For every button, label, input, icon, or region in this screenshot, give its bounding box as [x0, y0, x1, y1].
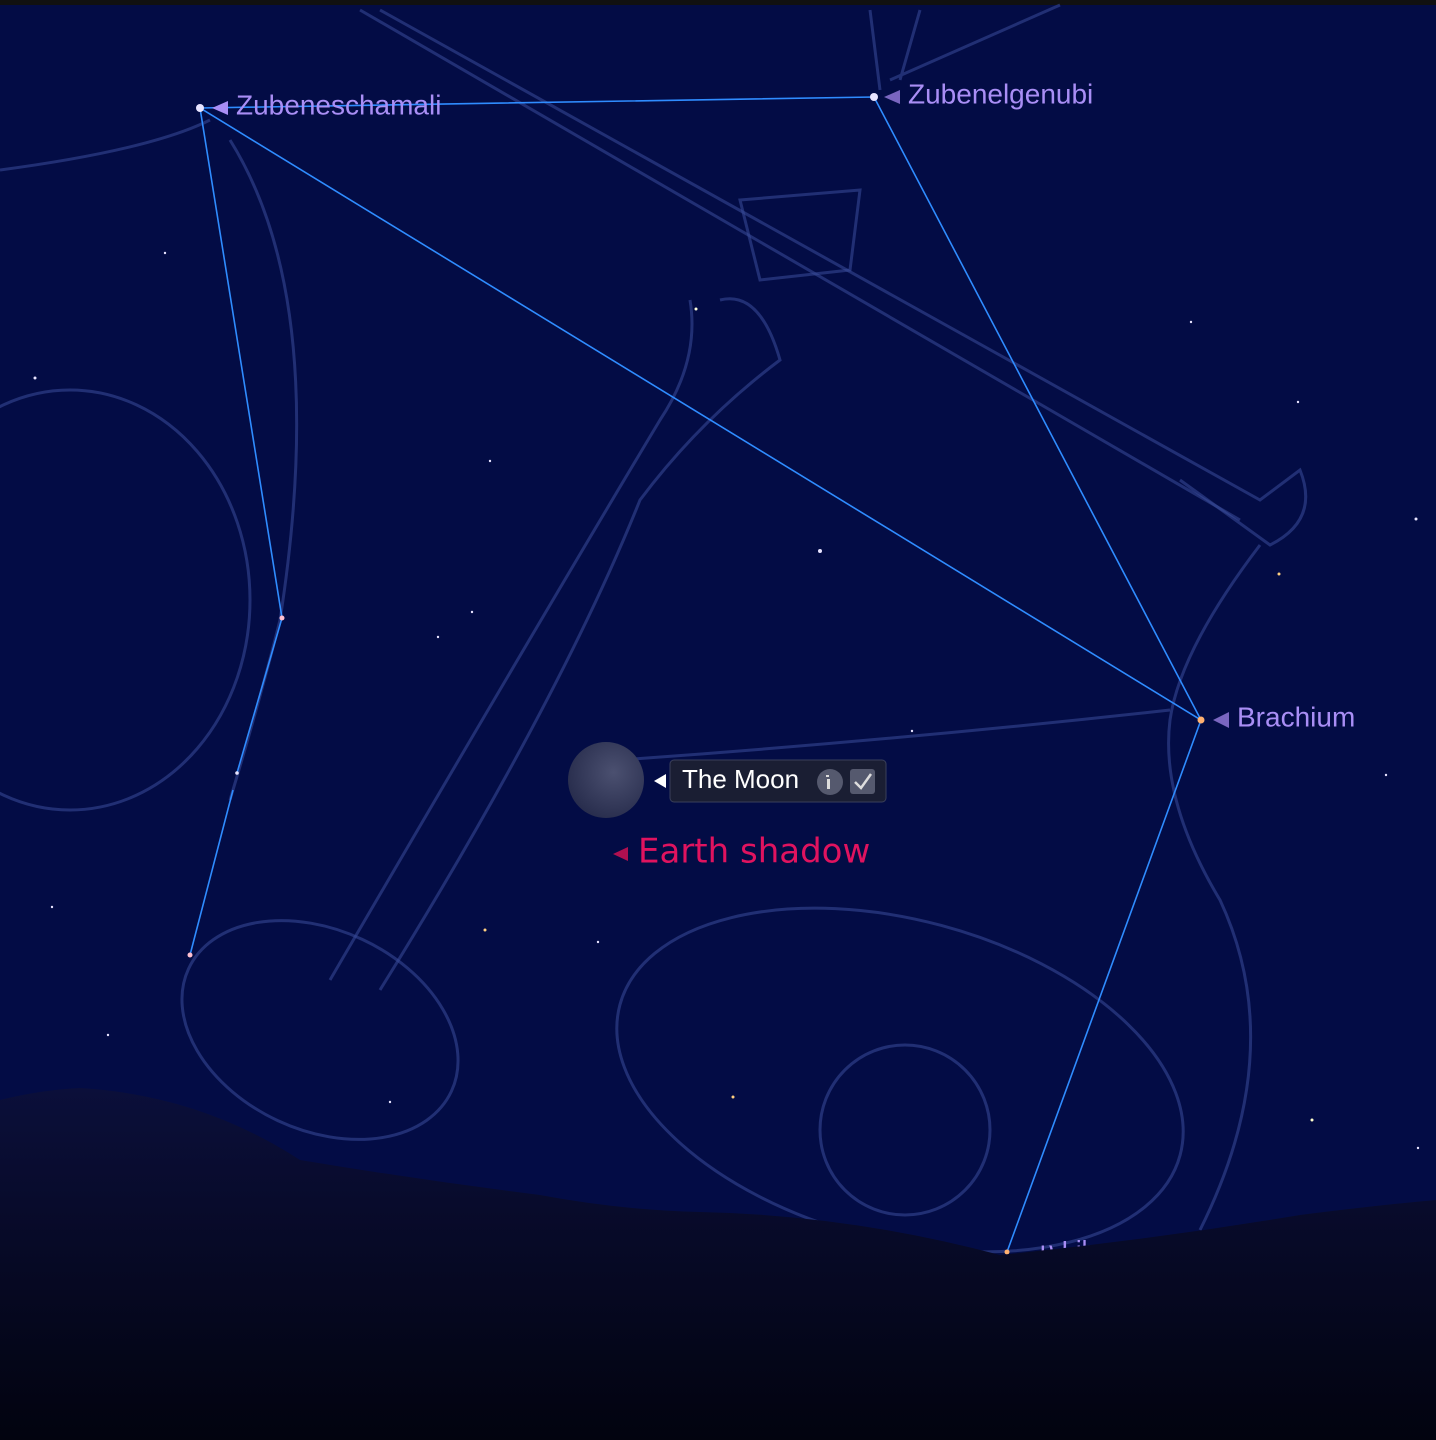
moon[interactable]	[568, 742, 644, 818]
star	[1189, 320, 1193, 324]
info-icon	[826, 775, 829, 777]
star	[388, 1100, 392, 1104]
top-bar	[0, 0, 1436, 5]
info-icon	[827, 779, 830, 789]
shadow-label[interactable]: Earth shadow	[638, 832, 870, 872]
star	[1004, 1249, 1010, 1255]
moon-label: The Moon	[682, 764, 799, 794]
label-pointer	[884, 90, 900, 104]
horizon	[0, 1088, 1436, 1440]
star	[196, 104, 204, 112]
label-pointer	[654, 774, 666, 788]
star	[1277, 572, 1281, 576]
star	[279, 615, 285, 621]
star	[488, 459, 492, 463]
star	[1416, 1146, 1420, 1150]
star	[870, 93, 878, 101]
star	[1310, 1118, 1314, 1122]
star	[1384, 773, 1388, 777]
check-icon	[854, 773, 873, 790]
star	[1296, 400, 1300, 404]
star	[106, 1033, 110, 1037]
star	[483, 928, 487, 932]
star	[163, 251, 167, 255]
libra-lines	[189, 96, 1204, 1253]
star	[470, 610, 474, 614]
constellation-art	[0, 3, 1308, 1254]
star-label[interactable]: Brachium	[1237, 701, 1355, 732]
label-pointer	[1213, 712, 1229, 728]
star	[818, 549, 822, 553]
star	[1414, 517, 1418, 521]
star	[436, 635, 440, 639]
star	[187, 952, 193, 958]
stars	[33, 93, 1420, 1255]
check-button[interactable]	[850, 769, 875, 794]
star	[731, 1095, 735, 1099]
star-label[interactable]: Zubenelgenubi	[908, 78, 1093, 109]
star	[596, 940, 600, 944]
label-pointer	[613, 847, 628, 861]
star	[910, 729, 914, 733]
constellation-lines	[189, 96, 1204, 1253]
moon-tooltip[interactable]: The Moon	[669, 759, 887, 803]
star-label[interactable]: Zubeneschamali	[236, 89, 441, 120]
star	[694, 307, 698, 311]
star	[1197, 716, 1205, 724]
star	[235, 771, 239, 775]
star	[50, 905, 54, 909]
label-pointer	[212, 101, 228, 115]
star	[33, 376, 37, 380]
